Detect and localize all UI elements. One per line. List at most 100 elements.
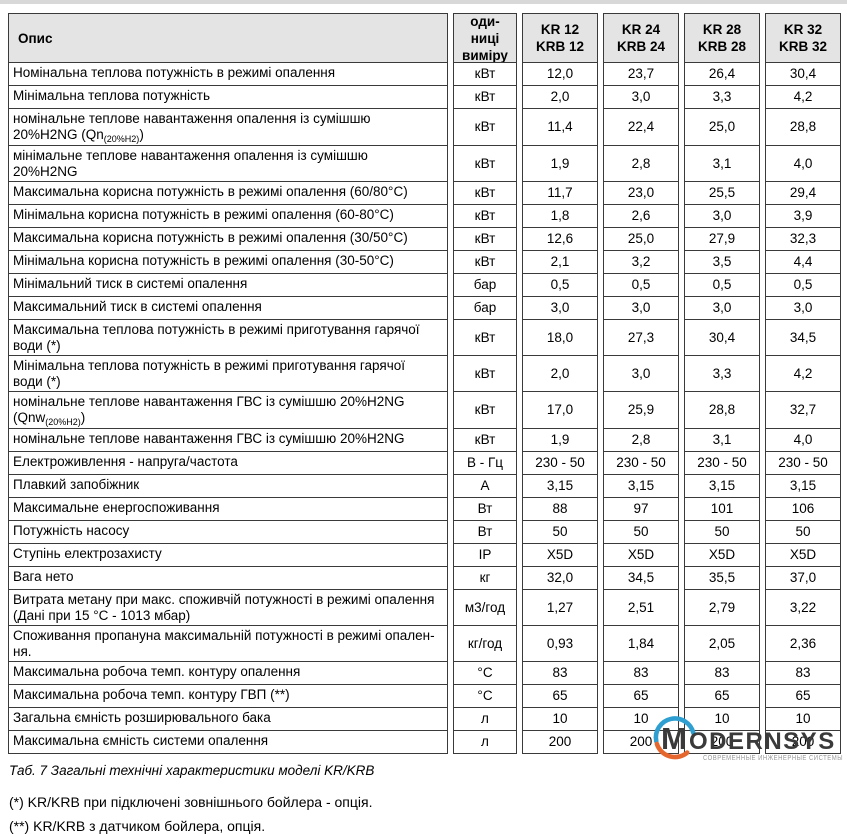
row-label-text: Мінімальна корисна потужність в режимі о… bbox=[13, 253, 394, 268]
value-cell-model-4: 32,7 bbox=[765, 391, 841, 429]
row-label-cell: Потужність насосу bbox=[8, 520, 448, 544]
value-cell-model-2: 25,0 bbox=[603, 227, 679, 251]
unit-cell: кВт bbox=[453, 181, 517, 205]
value-cell-model-1: 11,4 bbox=[522, 108, 598, 146]
unit-cell: бар bbox=[453, 273, 517, 297]
unit-cell: кВт bbox=[453, 145, 517, 182]
header-cell-model-3: KR 28 KRB 28 bbox=[684, 13, 760, 66]
value-cell-model-4: 3,0 bbox=[765, 296, 841, 320]
footnote-double-asterisk: (**) KR/KRB з датчиком бойлера, опція. bbox=[9, 818, 266, 834]
row-label-cell: Максимальна теплова потужність в режимі … bbox=[8, 319, 448, 356]
row-label-text: Максимальна робоча темп. контуру опаленн… bbox=[13, 664, 301, 679]
row-label-text: ня. bbox=[13, 644, 32, 659]
header-cell-model-1: KR 12 KRB 12 bbox=[522, 13, 598, 66]
unit-cell: кВт bbox=[453, 355, 517, 392]
value-cell-model-2: 1,84 bbox=[603, 625, 679, 662]
row-label-subscript: (20%H2) bbox=[103, 134, 140, 144]
unit-cell: °С bbox=[453, 684, 517, 708]
value-cell-model-4: 4,2 bbox=[765, 355, 841, 392]
value-cell-model-1: 2,0 bbox=[522, 85, 598, 109]
value-cell-model-1: 3,15 bbox=[522, 474, 598, 498]
row-label-cell: мінімальне теплове навантаження опалення… bbox=[8, 145, 448, 182]
row-label-cell: Максимальна корисна потужність в режимі … bbox=[8, 227, 448, 251]
header-cell-model-2-label: KR 24 KRB 24 bbox=[616, 22, 665, 55]
row-label-text: Загальна ємність розширювального бака bbox=[13, 710, 271, 725]
row-label-cell: Мінімальна теплова потужність bbox=[8, 85, 448, 109]
unit-cell: л bbox=[453, 730, 517, 754]
value-cell-model-4: 37,0 bbox=[765, 566, 841, 590]
unit-cell: кВт bbox=[453, 204, 517, 228]
unit-cell: кг bbox=[453, 566, 517, 590]
row-label-text: ) bbox=[80, 410, 86, 425]
value-cell-model-3: 30,4 bbox=[684, 319, 760, 356]
table-row: Мінімальний тиск в системі опалення бар 0,… bbox=[8, 273, 841, 297]
value-cell-model-1: 1,27 bbox=[522, 589, 598, 626]
value-cell-model-2: 50 bbox=[603, 520, 679, 544]
value-cell-model-4: 4,0 bbox=[765, 428, 841, 452]
unit-cell: кВт bbox=[453, 391, 517, 429]
row-label-cell: Витрата метану при макс. споживчій потуж… bbox=[8, 589, 448, 626]
spec-table: Опис оди- ниці виміру KR 12 KRB 12 KR 24 KR… bbox=[8, 13, 841, 754]
value-cell-model-2: 3,15 bbox=[603, 474, 679, 498]
value-cell-model-4: 83 bbox=[765, 661, 841, 685]
table-row: мінімальне теплове навантаження опалення… bbox=[8, 145, 841, 182]
row-label-text: Мінімальна теплова потужність в режимі п… bbox=[13, 358, 406, 373]
unit-cell: °С bbox=[453, 661, 517, 685]
row-label-text: Вага нето bbox=[13, 569, 74, 584]
value-cell-model-2: 2,6 bbox=[603, 204, 679, 228]
value-cell-model-3: 3,0 bbox=[684, 296, 760, 320]
value-cell-model-3: 3,0 bbox=[684, 204, 760, 228]
row-label-cell: Максимальна корисна потужність в режимі … bbox=[8, 181, 448, 205]
value-cell-model-3: 3,1 bbox=[684, 145, 760, 182]
value-cell-model-1: 1,8 bbox=[522, 204, 598, 228]
row-label-cell: Номінальна теплова потужність в режимі о… bbox=[8, 62, 448, 86]
table-row: Споживання пропануна максимальній потужн… bbox=[8, 625, 841, 662]
value-cell-model-4: 106 bbox=[765, 497, 841, 521]
unit-cell: кВт bbox=[453, 319, 517, 356]
value-cell-model-1: 11,7 bbox=[522, 181, 598, 205]
header-cell-model-4-label: KR 32 KRB 32 bbox=[778, 22, 827, 55]
value-cell-model-1: 230 - 50 bbox=[522, 451, 598, 475]
value-cell-model-3: 200 bbox=[684, 730, 760, 754]
table-row: Потужність насосу Вт 50 50 50 50 bbox=[8, 520, 841, 544]
value-cell-model-3: 3,3 bbox=[684, 85, 760, 109]
logo-arc-orange-icon bbox=[654, 741, 690, 760]
header-cell-model-2: KR 24 KRB 24 bbox=[603, 13, 679, 66]
row-label-text: ) bbox=[139, 127, 144, 142]
value-cell-model-4: 65 bbox=[765, 684, 841, 708]
table-body: Номінальна теплова потужність в режимі о… bbox=[8, 62, 841, 754]
table-row: Максимальна робоча темп. контуру ГВП (**… bbox=[8, 684, 841, 708]
table-header-row: Опис оди- ниці виміру KR 12 KRB 12 KR 24 KR… bbox=[8, 13, 841, 66]
value-cell-model-3: 35,5 bbox=[684, 566, 760, 590]
value-cell-model-2: 2,8 bbox=[603, 145, 679, 182]
row-label-text: води (*) bbox=[13, 338, 61, 353]
value-cell-model-4: 3,22 bbox=[765, 589, 841, 626]
value-cell-model-4: 3,9 bbox=[765, 204, 841, 228]
table-row: номінальне теплове навантаження ГВС із с… bbox=[8, 391, 841, 429]
value-cell-model-4: 34,5 bbox=[765, 319, 841, 356]
value-cell-model-3: 2,79 bbox=[684, 589, 760, 626]
value-cell-model-4: 50 bbox=[765, 520, 841, 544]
value-cell-model-3: 50 bbox=[684, 520, 760, 544]
logo-brand-text: ODERNSYS bbox=[689, 728, 836, 755]
row-label-text: Мінімальна теплова потужність bbox=[13, 88, 210, 103]
value-cell-model-4: 3,15 bbox=[765, 474, 841, 498]
header-cell-units-label: оди- ниці виміру bbox=[462, 14, 508, 63]
value-cell-model-1: 32,0 bbox=[522, 566, 598, 590]
row-label-text: води (*) bbox=[13, 374, 61, 389]
value-cell-model-3: 230 - 50 bbox=[684, 451, 760, 475]
value-cell-model-2: 3,0 bbox=[603, 85, 679, 109]
row-label-cell: номінальне теплове навантаження ГВС із с… bbox=[8, 428, 448, 452]
unit-cell: кВт bbox=[453, 85, 517, 109]
row-label-text: (Дані при 15 °С - 1013 мбар) bbox=[13, 608, 191, 623]
value-cell-model-4: X5D bbox=[765, 543, 841, 567]
value-cell-model-2: 3,2 bbox=[603, 250, 679, 274]
value-cell-model-1: 65 bbox=[522, 684, 598, 708]
value-cell-model-2: X5D bbox=[603, 543, 679, 567]
table-row: Максимальна корисна потужність в режимі … bbox=[8, 181, 841, 205]
value-cell-model-1: X5D bbox=[522, 543, 598, 567]
value-cell-model-1: 12,6 bbox=[522, 227, 598, 251]
row-label-text: Мінімальна корисна потужність в режимі о… bbox=[13, 207, 394, 222]
value-cell-model-3: 28,8 bbox=[684, 391, 760, 429]
value-cell-model-3: 3,1 bbox=[684, 428, 760, 452]
